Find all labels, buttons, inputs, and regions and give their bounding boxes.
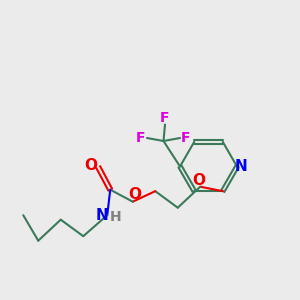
Text: N: N — [95, 208, 108, 223]
Text: O: O — [84, 158, 97, 173]
Text: N: N — [235, 159, 248, 174]
Text: F: F — [160, 111, 170, 125]
Text: H: H — [110, 210, 122, 224]
Text: O: O — [192, 172, 205, 188]
Text: F: F — [181, 131, 191, 145]
Text: F: F — [136, 131, 146, 145]
Text: O: O — [128, 187, 141, 202]
